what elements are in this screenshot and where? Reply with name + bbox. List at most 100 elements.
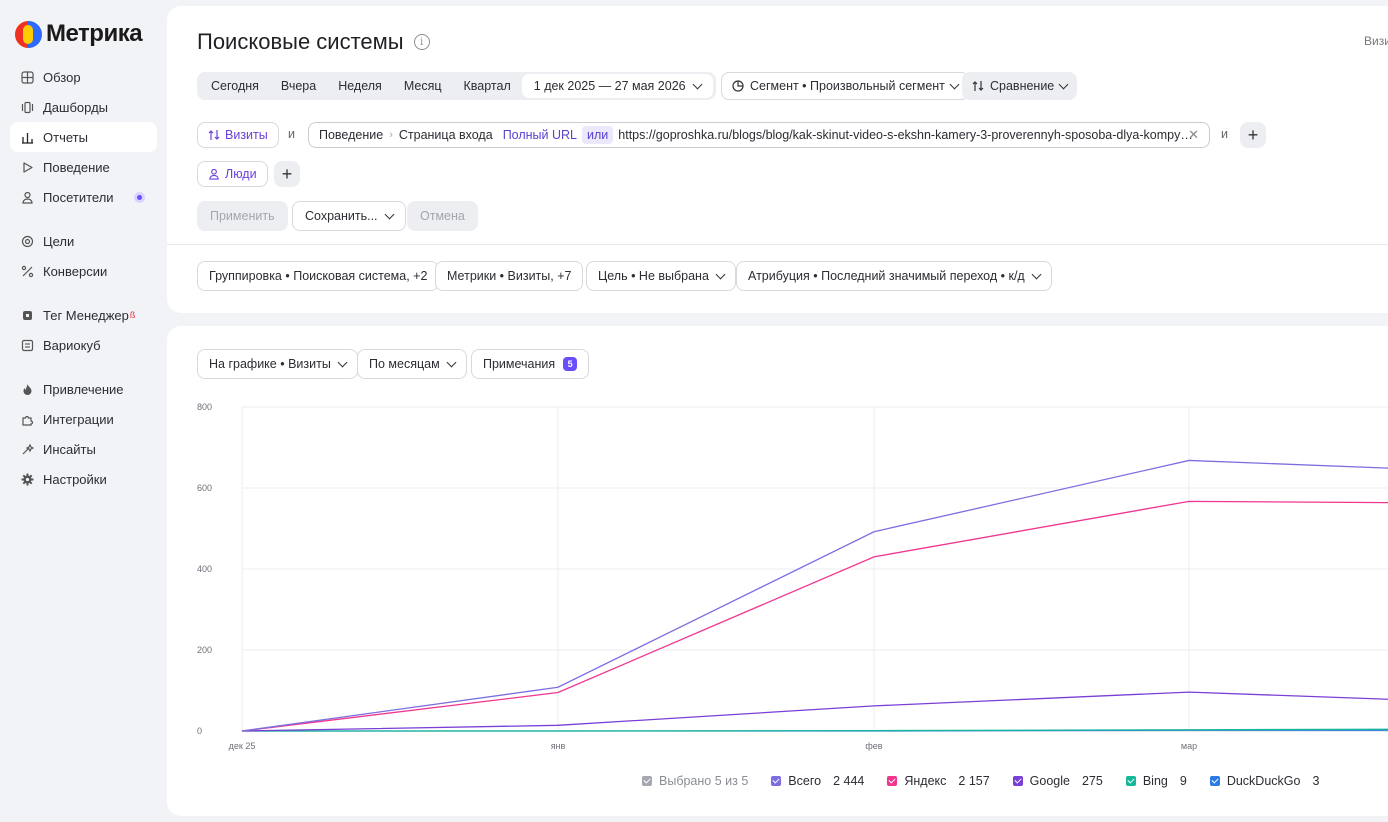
gear-icon <box>20 472 34 486</box>
sidebar-item-tag-manager[interactable]: Тег Менеджер ß <box>10 300 157 330</box>
people-filter-chip[interactable]: Люди <box>197 161 268 187</box>
metrika-logo-icon <box>15 20 42 48</box>
compare-icon <box>208 130 220 140</box>
checkbox-icon <box>887 776 898 786</box>
period-quarter[interactable]: Квартал <box>463 79 511 93</box>
sidebar-item-label: Интеграции <box>43 411 114 427</box>
entry-page-filter-chip[interactable]: Поведение › Страница входа Полный URL ил… <box>308 122 1210 148</box>
line-chart: 0 200 400 600 800 дек 25 янв фев мар <box>197 402 1388 751</box>
chevron-down-icon <box>692 79 703 89</box>
flame-icon <box>20 382 34 396</box>
page-title: Поисковые системы i <box>197 29 430 55</box>
percent-icon <box>20 264 34 278</box>
y-tick-label: 200 <box>197 645 212 655</box>
sidebar-item-integrations[interactable]: Интеграции <box>10 404 157 434</box>
sidebar-item-label: Конверсии <box>43 263 108 279</box>
legend-item-google[interactable]: Google 275 <box>1012 774 1103 788</box>
sidebar-item-conversions[interactable]: Конверсии <box>10 256 157 286</box>
tag-manager-icon <box>20 308 34 322</box>
header-right-label: Визи <box>1364 34 1388 48</box>
sidebar-item-label: Тег Менеджер <box>43 307 129 323</box>
or-operator[interactable]: или <box>582 126 614 144</box>
series-line[interactable] <box>242 728 1388 732</box>
legend-select-all[interactable]: Выбрано 5 из 5 <box>642 774 748 788</box>
y-tick-label: 600 <box>197 483 212 493</box>
cube-icon <box>20 338 34 352</box>
notes-count-badge: 5 <box>563 357 578 371</box>
legend-item-bing[interactable]: Bing 9 <box>1125 774 1187 788</box>
sidebar-item-label: Обзор <box>43 69 81 85</box>
person-icon <box>209 168 219 180</box>
chevron-down-icon <box>715 269 726 279</box>
period-today[interactable]: Сегодня <box>211 79 259 93</box>
close-icon[interactable]: ✕ <box>1188 127 1199 142</box>
sparkle-icon <box>20 442 34 456</box>
sidebar-item-variocube[interactable]: Вариокуб <box>10 330 157 360</box>
puzzle-icon <box>20 412 34 426</box>
sidebar-item-visitors[interactable]: Посетители <box>10 182 157 212</box>
chart-metric-select[interactable]: На графике • Визиты <box>197 349 358 379</box>
sidebar-item-acquisition[interactable]: Привлечение <box>10 374 157 404</box>
sidebar-item-dashboards[interactable]: Дашборды <box>10 92 157 122</box>
segment-button[interactable]: Сегмент • Произвольный сегмент <box>721 72 969 100</box>
period-week[interactable]: Неделя <box>338 79 382 93</box>
checkbox-icon <box>1125 776 1136 786</box>
checkbox-icon <box>771 776 782 786</box>
pie-icon <box>732 80 744 92</box>
y-tick-label: 800 <box>197 402 212 412</box>
sidebar-item-label: Поведение <box>43 159 110 175</box>
beta-mark: ß <box>129 310 136 320</box>
legend-item-yandex[interactable]: Яндекс 2 157 <box>887 774 990 788</box>
goal-select[interactable]: Цель • Не выбрана <box>586 261 736 291</box>
sidebar-item-label: Привлечение <box>43 381 124 397</box>
period-selector: Сегодня Вчера Неделя Месяц Квартал 1 дек… <box>197 72 716 100</box>
sidebar-item-label: Цели <box>43 233 75 249</box>
info-icon[interactable]: i <box>413 34 430 50</box>
apply-button[interactable]: Применить <box>197 201 288 231</box>
full-url-label: Полный URL <box>502 128 577 142</box>
series-line[interactable] <box>241 691 1388 732</box>
legend-item-total[interactable]: Всего 2 444 <box>771 774 864 788</box>
sidebar-item-settings[interactable]: Настройки <box>10 464 157 494</box>
attribution-select[interactable]: Атрибуция • Последний значимый переход •… <box>736 261 1052 291</box>
chevron-down-icon <box>384 209 394 219</box>
series-line[interactable] <box>241 500 1388 732</box>
metrics-button[interactable]: Метрики • Визиты, +7 <box>435 261 584 291</box>
legend-item-duckduckgo[interactable]: DuckDuckGo 3 <box>1209 774 1319 788</box>
checkbox-icon <box>1209 776 1220 786</box>
sidebar-item-overview[interactable]: Обзор <box>10 62 157 92</box>
series-line[interactable] <box>241 459 1388 732</box>
checkbox-icon <box>642 776 652 786</box>
chevron-down-icon <box>1058 79 1069 89</box>
and-conjunction: и <box>288 127 295 141</box>
cancel-button[interactable]: Отмена <box>407 201 478 231</box>
y-tick-label: 0 <box>197 726 202 736</box>
sidebar-item-goals[interactable]: Цели <box>10 226 157 256</box>
person-icon <box>20 190 34 204</box>
compare-button[interactable]: Сравнение <box>962 72 1078 100</box>
new-badge-dot <box>134 192 145 203</box>
save-button[interactable]: Сохранить... <box>292 201 406 231</box>
period-yesterday[interactable]: Вчера <box>280 79 317 93</box>
sidebar-item-label: Посетители <box>43 189 114 205</box>
visits-filter-chip[interactable]: Визиты <box>197 122 279 148</box>
sidebar-item-insights[interactable]: Инсайты <box>10 434 157 464</box>
dashboard-icon <box>20 100 34 114</box>
date-range-picker[interactable]: 1 дек 2025 — 27 мая 2026 <box>521 74 713 98</box>
add-people-filter-button[interactable]: + <box>274 161 300 187</box>
sidebar: Метрика Обзор Дашборды Отчеты Поведение … <box>0 0 167 822</box>
grid-icon <box>20 70 34 84</box>
sidebar-item-behavior[interactable]: Поведение <box>10 152 157 182</box>
add-filter-button[interactable]: + <box>1240 122 1266 148</box>
notes-button[interactable]: Примечания 5 <box>471 349 590 379</box>
logo-text: Метрика <box>46 20 143 47</box>
grouping-button[interactable]: Группировка • Поисковая система, +2 <box>197 261 440 291</box>
report-settings-card: Поисковые системы i Визи Сегодня Вчера Н… <box>167 6 1388 313</box>
target-icon <box>20 234 34 248</box>
granularity-select[interactable]: По месяцам <box>357 349 467 379</box>
period-month[interactable]: Месяц <box>403 79 442 93</box>
chevron-right-icon: › <box>389 129 393 141</box>
metrika-logo[interactable]: Метрика <box>15 20 143 48</box>
sidebar-item-reports[interactable]: Отчеты <box>10 122 157 152</box>
sidebar-item-label: Настройки <box>43 471 107 487</box>
